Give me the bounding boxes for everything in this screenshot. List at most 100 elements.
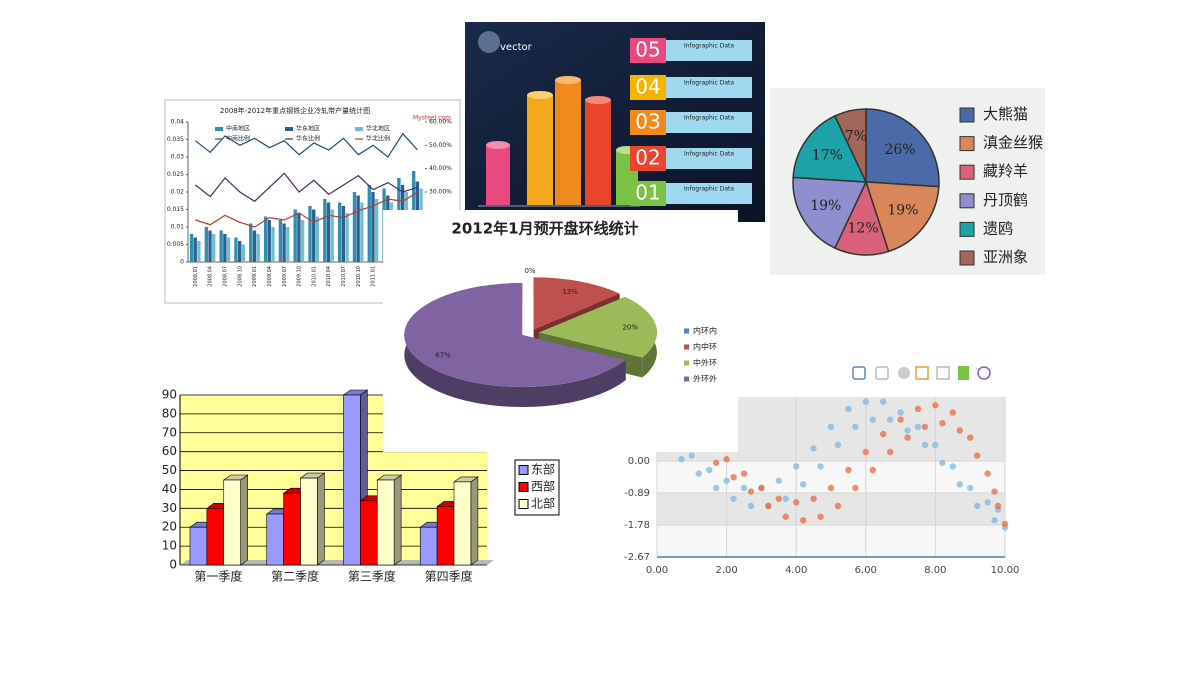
tool-icon[interactable]	[875, 366, 889, 380]
bar	[376, 479, 395, 566]
y-tick-label: 0	[180, 259, 184, 266]
y-tick-label: 0.005	[167, 241, 184, 248]
legend-swatch	[959, 250, 975, 266]
point	[775, 495, 782, 502]
slice-label: 26%	[884, 142, 915, 158]
point	[827, 484, 835, 492]
cylinder-top	[585, 96, 611, 104]
slice	[404, 283, 626, 388]
bar	[206, 508, 225, 566]
point	[834, 502, 842, 510]
watermark: Mysteel.com	[413, 115, 451, 122]
point	[730, 495, 737, 502]
point	[695, 470, 702, 477]
slice-label: 0%	[524, 267, 535, 275]
bar-side	[393, 474, 402, 566]
y-tick-label: -2.67	[624, 552, 650, 563]
bar	[204, 227, 208, 262]
grid-band	[657, 493, 1005, 525]
y-tick-label: 0.015	[167, 206, 184, 213]
point	[862, 398, 869, 405]
point	[991, 488, 998, 495]
point	[782, 495, 789, 502]
tool-icon[interactable]	[852, 366, 866, 380]
bar	[323, 199, 327, 262]
point	[904, 427, 911, 434]
legend-label: 中南地区	[226, 125, 250, 133]
y-tick-label: 20	[162, 520, 177, 534]
legend-label: 外环外	[693, 374, 717, 384]
point	[740, 470, 748, 477]
x-tick-label: 10.00	[991, 565, 1020, 576]
bar	[189, 234, 194, 262]
bar	[234, 237, 238, 262]
point	[862, 448, 869, 456]
cylinder-top	[555, 76, 581, 84]
point	[723, 456, 730, 463]
tile-number: 05	[635, 38, 660, 62]
tool-icon[interactable]	[936, 366, 950, 380]
y-tick-label: 40	[162, 482, 177, 496]
bar-side	[240, 474, 248, 566]
bar	[283, 492, 301, 566]
tile-number: 01	[635, 181, 660, 205]
toolbar	[852, 366, 991, 380]
bar	[271, 227, 275, 262]
cylinder	[527, 95, 553, 205]
y2-tick-label: 40.00%	[429, 165, 452, 172]
legend-swatch	[959, 221, 975, 237]
point	[793, 499, 800, 506]
tile-label: Infographic Data	[684, 151, 734, 158]
legend-label: 中外环	[693, 358, 717, 368]
point	[740, 484, 748, 492]
point	[817, 463, 824, 470]
point	[932, 441, 939, 449]
x-tick-label: 第二季度	[271, 569, 319, 584]
point	[730, 473, 737, 481]
tile-label-box	[666, 77, 752, 98]
tile	[630, 181, 666, 206]
y2-tick-label: 30.00%	[429, 189, 452, 196]
legend-label: 亚洲象	[983, 248, 1028, 266]
tile-label: Infographic Data	[684, 80, 734, 87]
y-tick-label: 30	[162, 501, 177, 515]
bar	[223, 479, 241, 566]
point	[1001, 520, 1009, 528]
x-tick-label: 2009.07	[282, 266, 288, 287]
slice	[792, 176, 868, 250]
x-tick-label: 2010.10	[356, 266, 362, 287]
point	[845, 466, 852, 474]
bar-side	[317, 472, 325, 566]
point	[817, 513, 824, 520]
legend-swatch	[684, 328, 689, 334]
point	[799, 481, 807, 488]
tool-icon[interactable]	[977, 366, 991, 380]
bar	[256, 234, 260, 262]
tool-icon[interactable]	[898, 367, 910, 379]
bar	[249, 223, 253, 262]
point	[932, 402, 939, 409]
bar	[263, 216, 268, 262]
tool-icon[interactable]	[915, 366, 929, 380]
legend-label: 东部	[531, 462, 555, 477]
tile-label-box	[666, 148, 752, 169]
badge-text: vector	[500, 42, 533, 53]
slice-label: 7%	[845, 128, 867, 144]
chart-title: 2008年-2012年重点钢铁企业冷轧带产量统计图	[220, 106, 370, 115]
x-tick-label: 第三季度	[348, 569, 396, 584]
point	[869, 416, 876, 423]
legend-label: 北部	[531, 496, 555, 511]
legend-label: 滇金丝猴	[983, 134, 1043, 152]
line	[195, 132, 419, 158]
x-tick-label: 2011.01	[371, 266, 377, 287]
point	[886, 416, 894, 423]
tool-icon[interactable]	[958, 366, 969, 380]
chart-title: 2012年1月预开盘环线统计	[451, 220, 638, 238]
legend-label: 丹顶鹤	[983, 191, 1028, 209]
point	[949, 463, 956, 470]
point	[827, 423, 835, 431]
bar	[282, 223, 286, 262]
